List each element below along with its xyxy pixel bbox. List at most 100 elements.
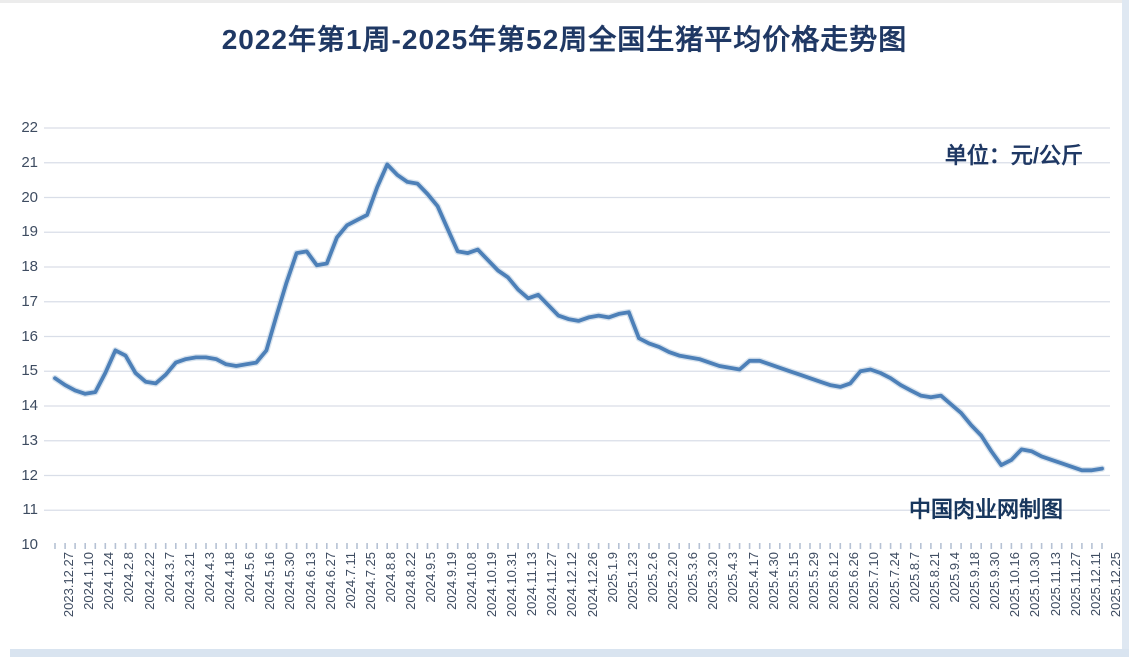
x-tick [305, 543, 308, 549]
x-axis-label: 2025.3.20 [705, 552, 721, 610]
x-tick [960, 543, 962, 549]
x-tick [84, 543, 86, 549]
x-tick [124, 543, 127, 549]
x-tick [376, 543, 378, 549]
x-tick [708, 543, 711, 549]
x-tick [1020, 543, 1023, 549]
x-tick [275, 543, 278, 549]
x-axis-label: 2024.12.12 [564, 552, 580, 618]
x-tick [587, 543, 590, 549]
x-axis-label: 2024.6.13 [302, 552, 318, 610]
x-axis-label: 2025.6.12 [826, 552, 842, 610]
x-tick [819, 543, 821, 549]
y-axis-label: 11 [22, 501, 38, 519]
x-tick [215, 543, 217, 549]
x-tick [497, 543, 499, 549]
x-tick [74, 543, 76, 549]
x-tick [245, 543, 248, 549]
x-axis-label: 2024.7.11 [342, 552, 358, 609]
x-axis-label: 2024.3.7 [161, 552, 177, 603]
x-tick [1050, 543, 1053, 549]
page-bottom-margin [10, 649, 1129, 657]
x-tick [577, 543, 580, 549]
x-tick [899, 543, 902, 549]
watermark-credit: 中国肉业网制图 [908, 497, 1063, 522]
chart-title: 2022年第1周-2025年第52周全国生猪平均价格走势图 [221, 24, 908, 55]
x-tick [668, 543, 670, 549]
x-tick [557, 543, 560, 549]
x-tick [930, 543, 932, 549]
x-axis-label: 2024.4.18 [222, 552, 238, 610]
x-tick [638, 543, 640, 549]
y-axis-label: 17 [21, 292, 38, 310]
x-axis-label: 2024.1.10 [81, 552, 97, 610]
x-tick [658, 543, 660, 549]
x-axis-label: 2025.2.20 [665, 552, 681, 610]
y-axis-label: 21 [21, 153, 38, 171]
y-axis-label: 19 [21, 223, 38, 241]
x-tick [1071, 543, 1073, 549]
x-tick [869, 543, 872, 549]
x-tick [970, 543, 972, 549]
x-axis-label: 2024.12.26 [584, 552, 600, 618]
y-axis-label: 20 [21, 188, 38, 206]
x-tick [1101, 543, 1103, 549]
x-tick [940, 543, 942, 549]
x-tick [265, 543, 268, 549]
x-tick [839, 543, 842, 549]
x-tick [517, 543, 519, 549]
y-axis-label: 14 [21, 397, 38, 414]
x-tick [104, 543, 107, 549]
x-tick [164, 543, 167, 549]
x-axis-label: 2024.5.30 [282, 552, 298, 610]
x-axis-label: 2025.1.9 [604, 552, 620, 603]
x-tick [396, 543, 399, 549]
y-axis-label: 16 [21, 327, 38, 345]
x-tick [628, 543, 630, 549]
x-axis-label: 2025.4.30 [765, 552, 781, 610]
x-tick [507, 543, 509, 549]
x-axis-label: 2025.11.13 [1047, 552, 1063, 617]
x-tick [879, 543, 882, 549]
x-axis-label: 2025.12.25 [1108, 552, 1123, 618]
x-tick [849, 543, 852, 549]
x-axis-label: 2024.5.16 [262, 552, 278, 610]
x-tick [618, 543, 620, 549]
x-axis-label: 2025.1.23 [624, 552, 640, 610]
unit-label: 单位：元/公斤 [944, 143, 1083, 168]
x-axis-label: 2025.10.16 [1007, 552, 1023, 618]
x-tick [950, 543, 952, 549]
x-axis-label: 2024.11.13 [524, 552, 540, 617]
x-axis-label: 2025.5.15 [785, 552, 801, 610]
x-tick [154, 543, 157, 549]
y-axis-label: 22 [21, 119, 38, 136]
x-tick [456, 543, 459, 549]
x-axis-label: 2025.9.18 [967, 552, 983, 610]
x-tick [64, 543, 66, 549]
x-tick [789, 543, 791, 549]
x-tick [336, 543, 338, 549]
x-axis-label: 2024.10.8 [463, 552, 479, 610]
x-tick [416, 543, 419, 549]
x-axis-label: 2025.12.11 [1087, 552, 1103, 617]
x-tick [769, 543, 771, 549]
x-tick [406, 543, 409, 549]
y-axis-label: 10 [21, 536, 38, 553]
x-tick [829, 543, 831, 549]
x-tick [738, 543, 741, 549]
x-tick [205, 543, 207, 549]
y-axis-label: 13 [21, 431, 38, 449]
x-tick [779, 543, 781, 549]
x-axis-label: 2025.4.3 [725, 552, 741, 603]
x-tick [1091, 543, 1093, 549]
x-tick [537, 543, 539, 549]
x-axis-label: 2024.1.24 [101, 552, 117, 610]
x-tick [446, 543, 449, 549]
x-tick [799, 543, 801, 549]
x-tick [889, 543, 892, 549]
x-tick [1060, 543, 1063, 549]
x-tick [195, 543, 197, 549]
x-axis-label: 2025.8.21 [926, 552, 942, 610]
x-axis-label: 2025.6.26 [846, 552, 862, 610]
